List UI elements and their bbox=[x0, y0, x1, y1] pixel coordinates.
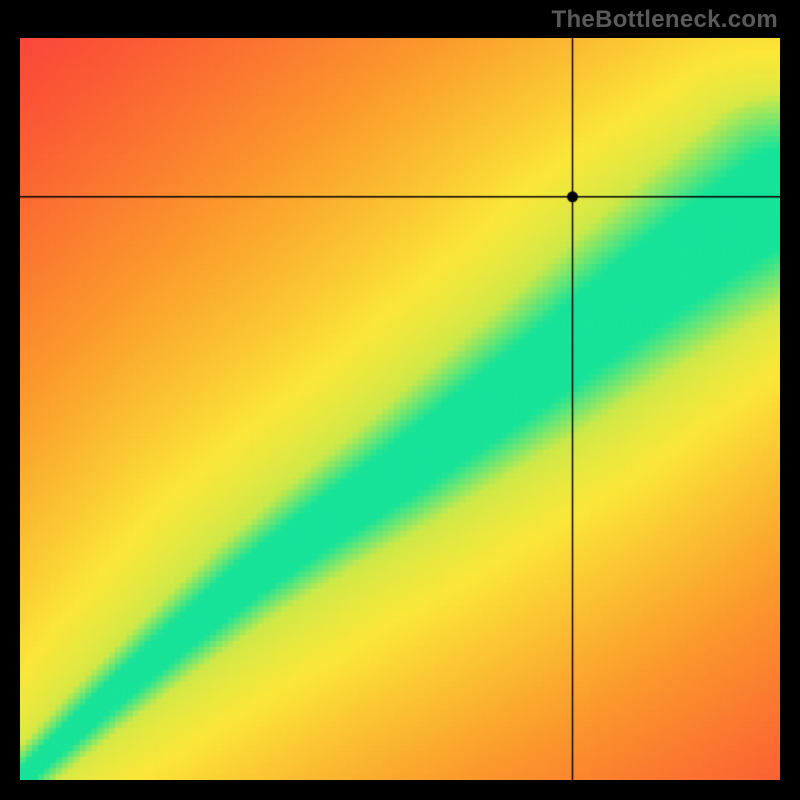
watermark-text: TheBottleneck.com bbox=[552, 6, 778, 34]
bottleneck-heatmap bbox=[20, 38, 780, 780]
